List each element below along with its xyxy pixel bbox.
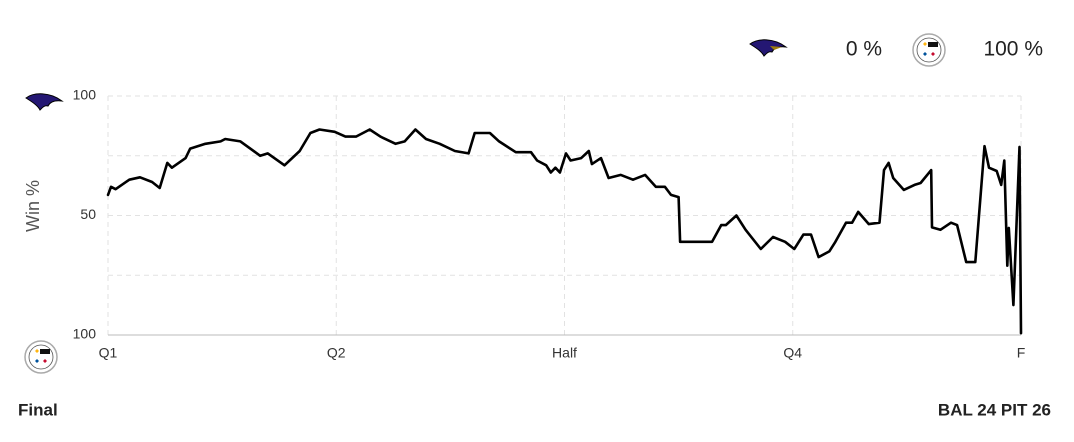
steelers-logo — [912, 33, 946, 67]
final-score: BAL 24 PIT 26 — [938, 400, 1051, 419]
y-tick-label: 100 — [73, 87, 97, 103]
x-tick-label: Q2 — [327, 345, 346, 361]
game-status: Final — [18, 400, 58, 419]
y-tick-label: 50 — [80, 206, 96, 222]
y-axis-label: Win % — [23, 180, 43, 232]
ravens-logo — [749, 39, 788, 57]
y-tick-label: 100 — [73, 326, 97, 342]
x-tick-label: F — [1017, 345, 1026, 361]
ravens-logo — [25, 93, 64, 111]
x-tick-label: Q4 — [783, 345, 802, 361]
x-tick-label: Q1 — [99, 345, 118, 361]
ravens-win-pct: 0 % — [846, 38, 882, 61]
steelers-win-pct: 100 % — [983, 38, 1043, 61]
steelers-logo — [24, 340, 58, 374]
win-probability-line — [106, 128, 1023, 335]
x-tick-label: Half — [552, 345, 577, 361]
